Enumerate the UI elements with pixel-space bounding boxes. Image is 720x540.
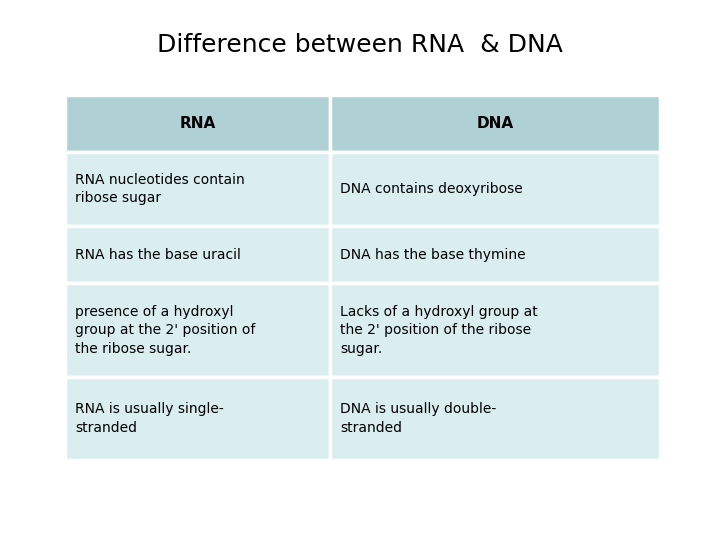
Bar xyxy=(65,152,330,226)
Text: RNA: RNA xyxy=(179,116,215,131)
Bar xyxy=(65,377,330,460)
Bar xyxy=(65,283,330,377)
Text: RNA has the base uracil: RNA has the base uracil xyxy=(75,248,241,262)
Text: RNA nucleotides contain
ribose sugar: RNA nucleotides contain ribose sugar xyxy=(75,173,245,205)
Bar xyxy=(330,152,660,226)
Text: DNA contains deoxyribose: DNA contains deoxyribose xyxy=(340,182,523,196)
Text: DNA is usually double-
stranded: DNA is usually double- stranded xyxy=(340,402,496,435)
Bar xyxy=(330,283,660,377)
Text: RNA is usually single-
stranded: RNA is usually single- stranded xyxy=(75,402,224,435)
Text: Difference between RNA  & DNA: Difference between RNA & DNA xyxy=(157,33,563,57)
Bar xyxy=(330,377,660,460)
Bar xyxy=(330,95,660,152)
Text: DNA has the base thymine: DNA has the base thymine xyxy=(340,248,526,262)
Text: Lacks of a hydroxyl group at
the 2' position of the ribose
sugar.: Lacks of a hydroxyl group at the 2' posi… xyxy=(340,305,538,356)
Bar xyxy=(65,226,330,283)
Bar xyxy=(330,226,660,283)
Text: DNA: DNA xyxy=(477,116,513,131)
Bar xyxy=(65,95,330,152)
Text: presence of a hydroxyl
group at the 2' position of
the ribose sugar.: presence of a hydroxyl group at the 2' p… xyxy=(75,305,256,356)
